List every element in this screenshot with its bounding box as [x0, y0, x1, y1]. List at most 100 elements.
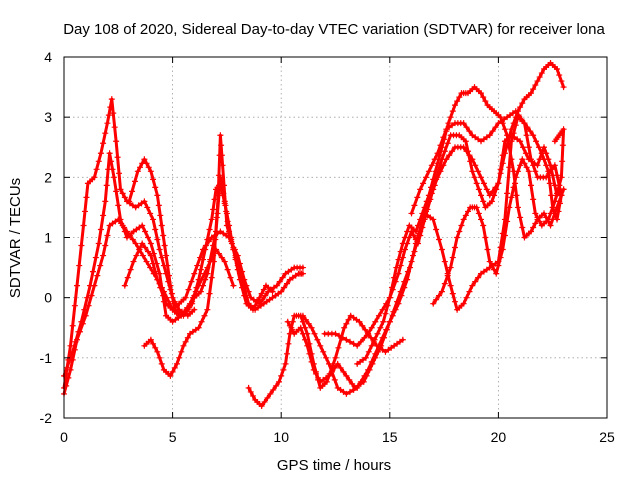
data-point — [308, 358, 315, 365]
data-point — [543, 162, 550, 169]
data-point — [302, 316, 309, 323]
data-point — [71, 302, 78, 309]
data-point — [155, 202, 162, 209]
data-point — [460, 300, 467, 307]
data-point — [501, 126, 508, 133]
data-point — [488, 262, 495, 269]
data-point — [532, 210, 539, 217]
data-point — [284, 318, 291, 325]
data-point — [158, 284, 165, 291]
data-point — [493, 270, 500, 277]
data-point — [217, 132, 224, 139]
data-point — [197, 288, 204, 295]
data-point — [488, 198, 495, 205]
data-point — [554, 66, 561, 73]
data-point — [323, 354, 330, 361]
data-point — [165, 272, 172, 279]
data-point — [129, 188, 136, 195]
data-point — [100, 140, 107, 147]
data-point — [289, 326, 296, 333]
data-point — [108, 158, 115, 165]
data-point — [262, 292, 269, 299]
data-point — [202, 276, 209, 283]
data-point — [491, 266, 498, 273]
data-point — [166, 300, 173, 307]
data-point — [156, 246, 163, 253]
data-point — [519, 100, 526, 107]
data-point — [161, 242, 168, 249]
data-point — [559, 142, 566, 149]
data-point — [113, 188, 120, 195]
data-point — [447, 264, 454, 271]
data-point — [454, 234, 461, 241]
data-point — [182, 338, 189, 345]
data-point — [359, 322, 366, 329]
data-point — [331, 376, 338, 383]
x-tick-label: 5 — [169, 429, 177, 445]
data-point — [143, 160, 150, 167]
data-point — [210, 206, 217, 213]
data-point — [449, 254, 456, 261]
data-point — [93, 166, 100, 173]
data-point — [464, 208, 471, 215]
data-point — [558, 174, 565, 181]
data-point — [495, 262, 502, 269]
x-tick-label: 0 — [60, 429, 68, 445]
series-trace — [323, 61, 566, 348]
data-point — [226, 230, 233, 237]
data-point — [433, 226, 440, 233]
data-point — [104, 120, 111, 127]
data-point — [121, 282, 128, 289]
data-point — [480, 222, 487, 229]
data-point — [147, 240, 154, 247]
data-point — [107, 104, 114, 111]
data-point — [339, 334, 346, 341]
x-tick-label: 20 — [491, 429, 507, 445]
data-point — [501, 232, 508, 239]
data-point — [357, 378, 364, 385]
data-point — [514, 168, 521, 175]
data-point — [469, 282, 476, 289]
data-point — [472, 278, 479, 285]
data-point — [152, 344, 159, 351]
data-point — [402, 234, 409, 241]
data-point — [340, 368, 347, 375]
data-point — [178, 348, 185, 355]
data-point — [239, 284, 246, 291]
data-point — [545, 168, 552, 175]
data-point — [522, 150, 529, 157]
data-point — [311, 330, 318, 337]
data-point — [191, 292, 198, 299]
data-point — [446, 152, 453, 159]
data-point — [273, 382, 280, 389]
data-point — [163, 252, 170, 259]
data-point — [447, 114, 454, 121]
series-12 — [408, 108, 565, 223]
data-point — [419, 224, 426, 231]
data-point — [200, 256, 207, 263]
data-point — [206, 226, 213, 233]
data-point — [103, 182, 110, 189]
data-point — [541, 156, 548, 163]
data-point — [119, 222, 126, 229]
data-point — [152, 184, 159, 191]
data-point — [256, 294, 263, 301]
data-point — [297, 324, 304, 331]
data-point — [464, 148, 471, 155]
data-point — [475, 210, 482, 217]
data-point — [530, 86, 537, 93]
data-point — [391, 274, 398, 281]
data-point — [504, 218, 511, 225]
data-point — [204, 306, 211, 313]
data-point — [380, 318, 387, 325]
data-point — [432, 168, 439, 175]
data-point — [230, 282, 237, 289]
data-point — [286, 322, 293, 329]
data-point — [215, 250, 222, 257]
data-point — [478, 90, 485, 97]
data-point — [87, 282, 94, 289]
series-2 — [61, 96, 198, 391]
data-point — [451, 102, 458, 109]
data-point — [440, 134, 447, 141]
data-point — [106, 150, 113, 157]
